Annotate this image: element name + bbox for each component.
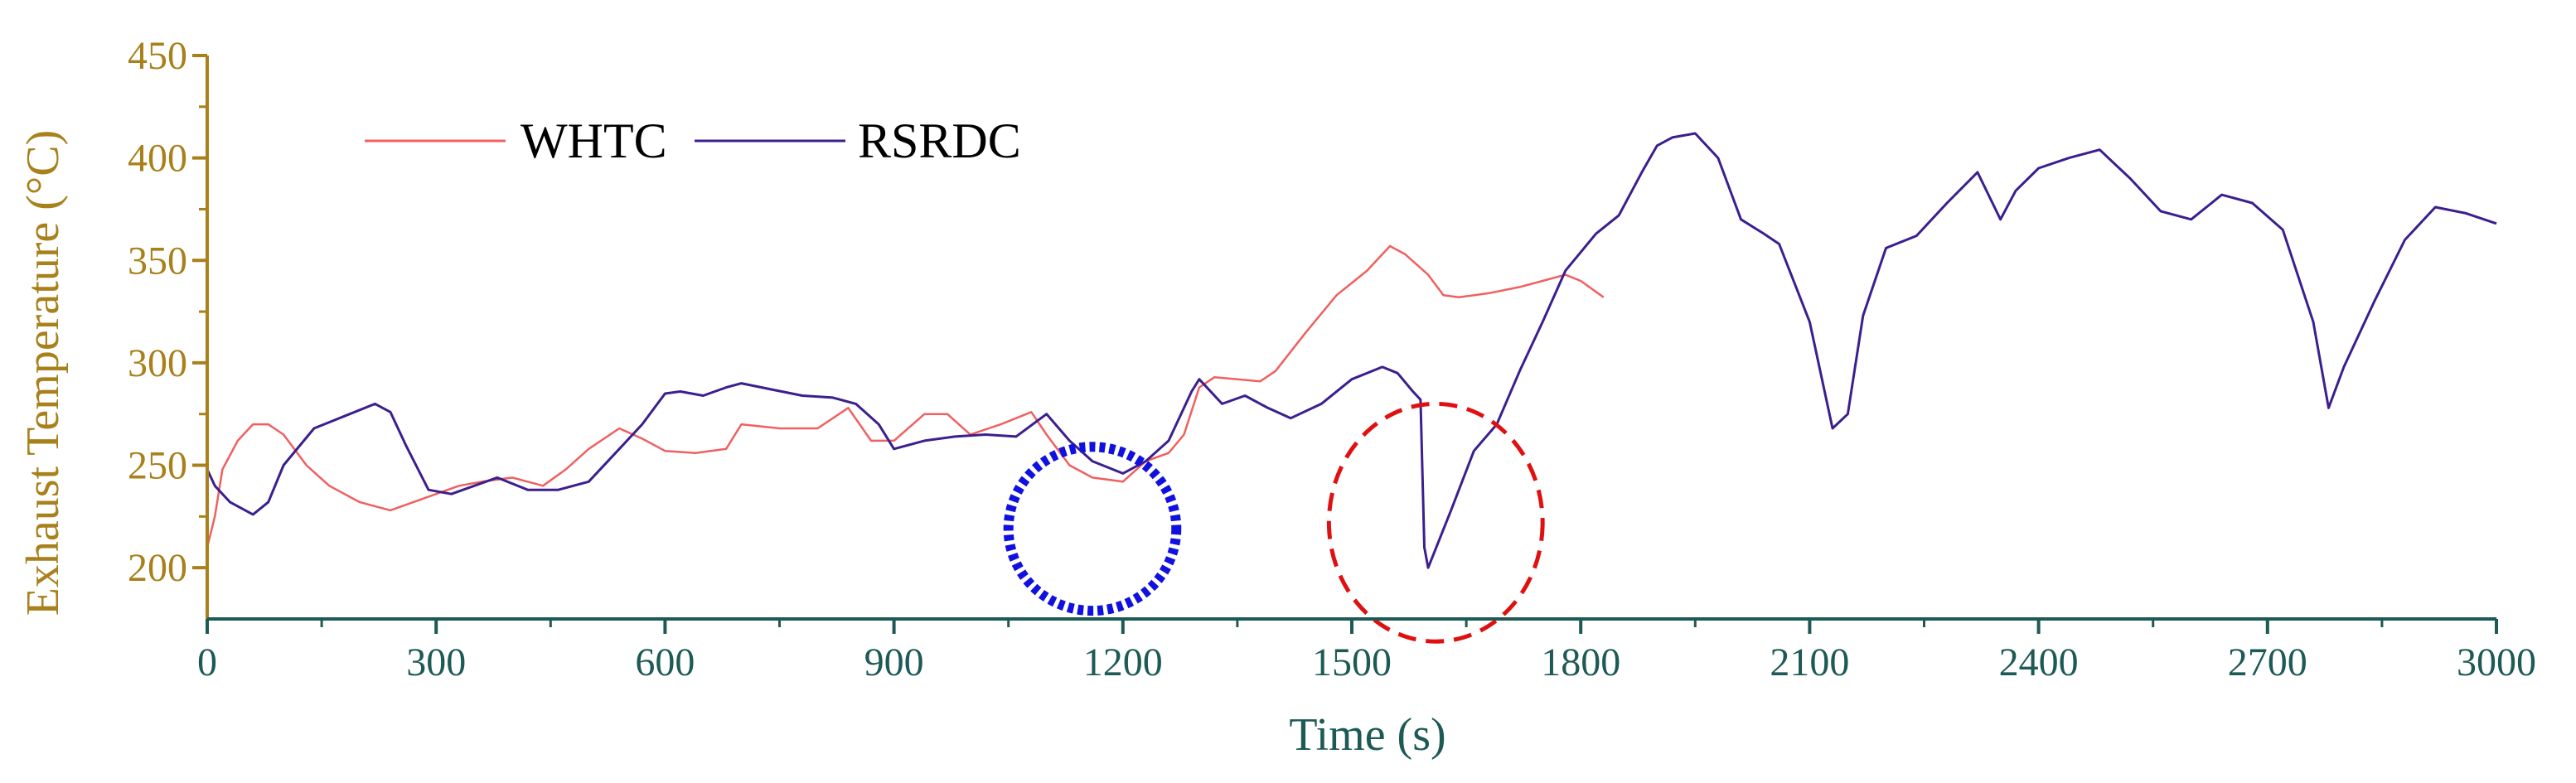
legend: WHTC RSRDC [365,114,1021,168]
y-axis: 200 250 300 350 400 450 [128,34,209,619]
x-tick-label: 1500 [1312,640,1392,684]
y-tick-label: 350 [128,239,187,283]
x-tick-label: 2700 [2228,640,2307,684]
x-tick-label: 3000 [2457,640,2536,684]
y-tick-label: 200 [128,546,187,590]
x-axis: 0 300 600 900 1200 1500 1800 2100 2400 2700 3000 [197,617,2536,684]
y-tick-label: 250 [128,444,187,488]
x-tick-label: 900 [864,640,924,684]
y-tick-label: 450 [128,34,187,78]
x-tick-label: 300 [406,640,466,684]
annotations [1003,401,1545,644]
x-tick-label: 1200 [1083,640,1163,684]
x-axis-title: Time (s) [1289,709,1445,761]
x-tick-label: 2400 [1999,640,2079,684]
series-line-whtc [206,244,1605,548]
plot-lines [206,132,2497,569]
series-line-rsrdc [206,132,2497,569]
x-tick-label: 0 [197,640,217,684]
legend-label-rsrdc: RSRDC [858,114,1021,168]
blue-dotted-circle [1003,442,1182,616]
red-dashed-circle [1326,401,1545,644]
x-tick-label: 1800 [1541,640,1620,684]
y-tick-label: 300 [128,341,187,385]
x-tick-label: 600 [635,640,695,684]
y-axis-title: Exhaust Temperature (°C) [17,130,69,616]
legend-label-whtc: WHTC [521,114,667,168]
x-tick-label: 2100 [1770,640,1849,684]
y-tick-label: 400 [128,137,187,181]
